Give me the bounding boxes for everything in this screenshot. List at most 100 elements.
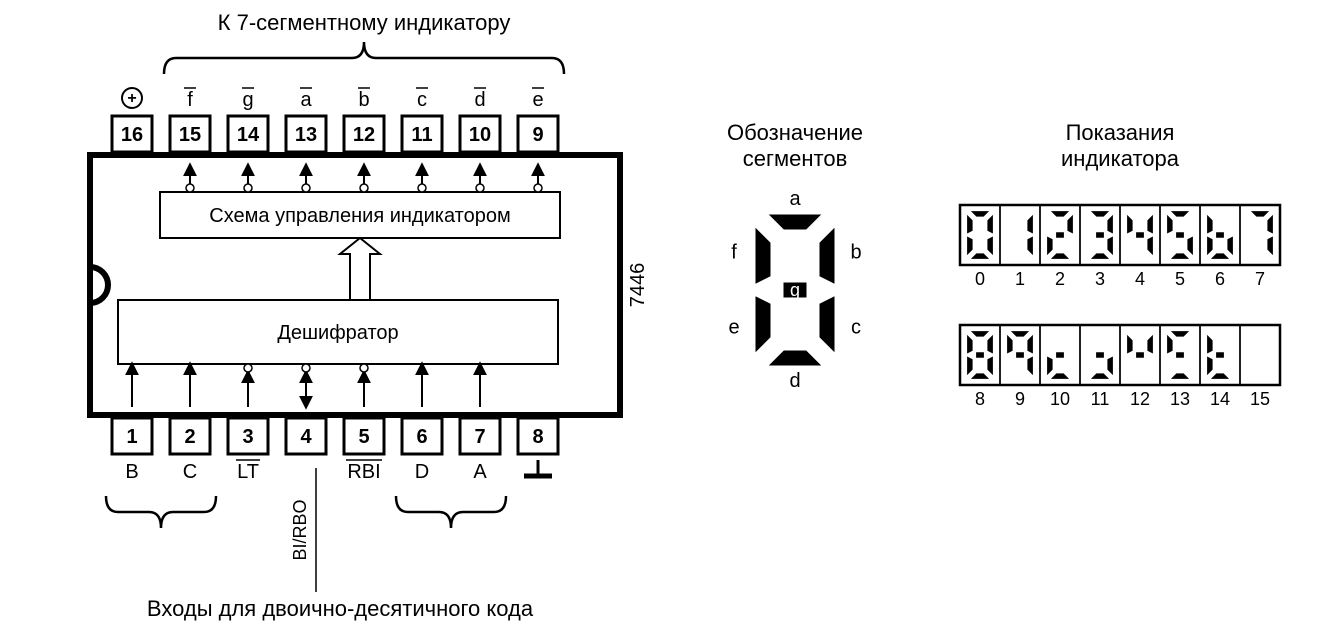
seg-g: [1217, 233, 1224, 238]
pin-label-3: LT: [237, 461, 259, 483]
pin-label-2: C: [183, 461, 197, 483]
seg-e: [1168, 237, 1173, 254]
seg-a: [1172, 332, 1188, 337]
seg-g: [1017, 233, 1024, 238]
seg-c: [1268, 237, 1273, 254]
seg-g: [977, 353, 984, 358]
seg-c: [988, 357, 993, 374]
pin-label-1: B: [125, 461, 138, 483]
seg-d: [1132, 374, 1148, 379]
seg-a: [1052, 212, 1068, 217]
seg-a: [1052, 332, 1068, 337]
seg-g: [1097, 233, 1104, 238]
seg-c: [1188, 357, 1193, 374]
display-label-6: 6: [1215, 269, 1225, 289]
seg-g: [1057, 353, 1064, 358]
seg-d: [1172, 374, 1188, 379]
seg-f: [1048, 216, 1053, 233]
seg-b: [1268, 216, 1273, 233]
seg-c: [1068, 237, 1073, 254]
seg-a: [972, 212, 988, 217]
seg-e: [756, 297, 770, 351]
seg-d: [1052, 254, 1068, 259]
decoder-box-label: Дешифратор: [277, 322, 398, 344]
pin-num-14: 14: [237, 124, 260, 146]
pin-num-11: 11: [411, 124, 432, 146]
decoder-to-driver-arrow: [340, 238, 380, 300]
seg-b: [1068, 216, 1073, 233]
bubble-bot-3: [244, 364, 252, 372]
seg-d: [1212, 374, 1228, 379]
seg-b: [1068, 336, 1073, 353]
display-label-10: 10: [1050, 389, 1070, 409]
seg-g: [1137, 353, 1144, 358]
seg-a: [1012, 212, 1028, 217]
bubble-top-10: [476, 184, 484, 192]
top-title: К 7-сегментному индикатору: [218, 10, 511, 35]
seg-b: [1148, 336, 1153, 353]
pin-num-15: 15: [179, 124, 201, 146]
seg-label-g: g: [790, 280, 800, 300]
seg-e: [968, 237, 973, 254]
seg-e: [1088, 357, 1093, 374]
pin-num-6: 6: [416, 426, 427, 448]
pin-num-3: 3: [242, 426, 253, 448]
seg-c: [988, 237, 993, 254]
pin-num-12: 12: [353, 124, 375, 146]
pin-label-5: RBI: [347, 461, 380, 483]
seg-c: [1068, 357, 1073, 374]
seg-f: [1048, 336, 1053, 353]
seg-b: [1108, 336, 1113, 353]
bottom-title: Входы для двоично-десятичного кода: [147, 596, 534, 621]
seg-c: [1268, 357, 1273, 374]
display-label-14: 14: [1210, 389, 1230, 409]
pin-num-10: 10: [469, 124, 491, 146]
seg-f: [756, 229, 770, 283]
seg-f: [1248, 216, 1253, 233]
disp-title-1: Показания: [1066, 120, 1175, 145]
pin-num-8: 8: [532, 426, 543, 448]
seg-e: [1048, 357, 1053, 374]
seg-d: [972, 254, 988, 259]
seg-d: [1052, 374, 1068, 379]
seg-label-d: d: [789, 370, 800, 392]
diagram-svg: 7446Схема управления индикаторомДешифрат…: [0, 0, 1320, 644]
seg-f: [1168, 216, 1173, 233]
seg-b: [1188, 336, 1193, 353]
seg-label-a: a: [789, 188, 801, 210]
seg-a: [770, 215, 820, 229]
display-label-2: 2: [1055, 269, 1065, 289]
pin-label-15: f: [187, 89, 193, 111]
vcc-plus: +: [127, 90, 136, 107]
seg-f: [1168, 336, 1173, 353]
seg-d: [1212, 254, 1228, 259]
seg-g: [1097, 353, 1104, 358]
seg-label-b: b: [850, 242, 861, 264]
seg-a: [1132, 332, 1148, 337]
seg-a: [1012, 332, 1028, 337]
seg-e: [1088, 237, 1093, 254]
seg-f: [1128, 336, 1133, 353]
seg-c: [1228, 237, 1233, 254]
seg-e: [1248, 357, 1253, 374]
seg-d: [972, 374, 988, 379]
pin-label-7: A: [473, 461, 487, 483]
display-label-3: 3: [1095, 269, 1105, 289]
seg-f: [1208, 336, 1213, 353]
seg-e: [1128, 357, 1133, 374]
display-label-12: 12: [1130, 389, 1150, 409]
seg-b: [988, 336, 993, 353]
bubble-top-9: [534, 184, 542, 192]
seg-b: [988, 216, 993, 233]
seg-g: [1057, 233, 1064, 238]
bottom-brace-right: [396, 496, 506, 528]
display-label-7: 7: [1255, 269, 1265, 289]
display-label-11: 11: [1091, 389, 1110, 409]
seg-a: [1252, 212, 1268, 217]
bubble-top-11: [418, 184, 426, 192]
seg-b: [1188, 216, 1193, 233]
bottom-brace-left: [106, 496, 216, 528]
seg-c: [820, 297, 834, 351]
seg-d: [1252, 374, 1268, 379]
bubble-bot-4: [302, 364, 310, 372]
